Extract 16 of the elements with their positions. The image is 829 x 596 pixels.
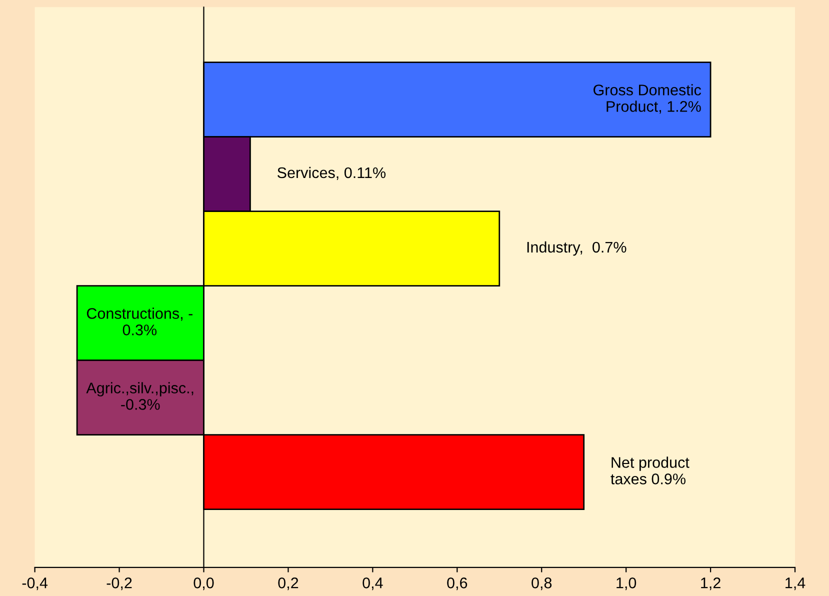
x-tick-label: 0,6: [447, 578, 468, 590]
x-tick-label: 0,8: [532, 578, 552, 590]
y-tick-label: Industry, 0.7%: [527, 241, 626, 256]
y-tick-label: Gross Domestic Product, 1.2%: [594, 84, 702, 114]
y-tick-label: Constructions, - 0.3%: [86, 308, 192, 336]
x-tick-label: 0,2: [278, 578, 298, 590]
y-tick-label: Services, 0.11%: [278, 166, 386, 180]
x-tick-label: 0,0: [194, 578, 214, 590]
x-tick-label: 0,4: [362, 578, 383, 590]
y-tick-label: Agric.,silv.,pisc., -0.3%: [86, 382, 194, 410]
x-tick-label: -0,4: [22, 578, 48, 590]
x-tick-label: 1,0: [616, 578, 636, 590]
x-tick-label: 1,2: [701, 578, 720, 590]
x-tick-label: -0,2: [106, 578, 132, 590]
y-tick-label: Net product taxes 0.9%: [610, 456, 690, 484]
x-tick-label: 1,4: [786, 578, 806, 590]
